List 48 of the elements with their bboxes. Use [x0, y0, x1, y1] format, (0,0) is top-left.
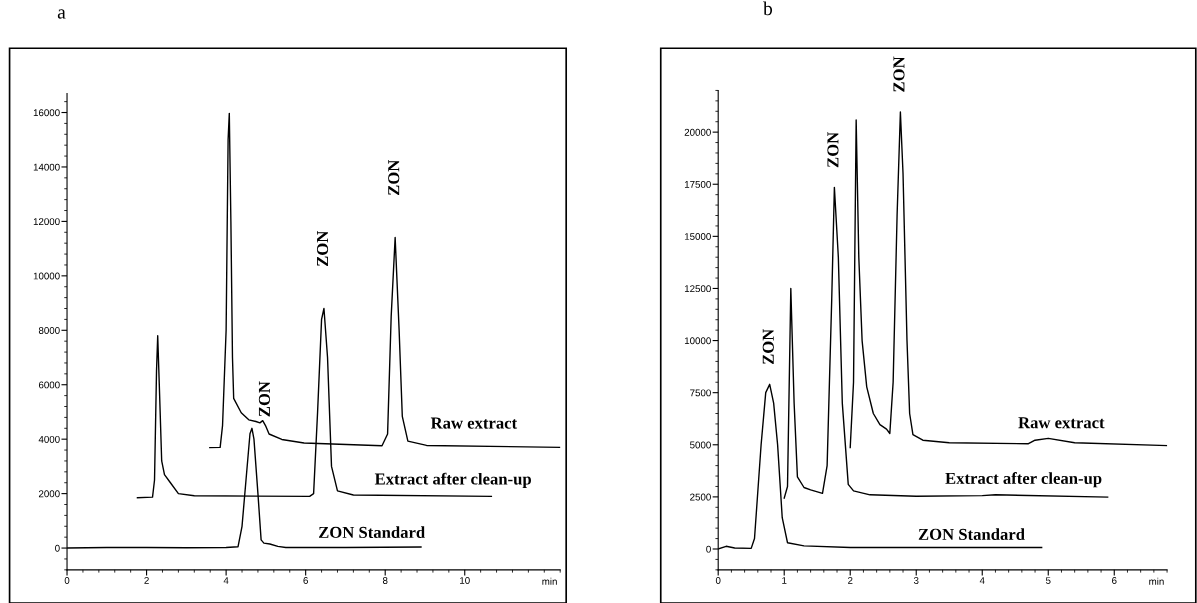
x-tick-label: 0 — [715, 577, 721, 584]
x-tick-label: 8 — [382, 577, 388, 584]
x-tick-label: 0 — [64, 577, 70, 584]
x-tick-label: 5 — [1045, 577, 1051, 584]
y-tick-label: 0 — [706, 545, 711, 553]
y-tick-label: 5000 — [690, 441, 711, 449]
y-tick-label: 7500 — [690, 389, 711, 397]
y-tick-label: 2500 — [690, 493, 711, 501]
y-tick-label: 12500 — [684, 285, 711, 293]
x-tick-label: 3 — [913, 577, 919, 584]
y-tick-label: 16000 — [33, 109, 60, 117]
annotation: ZON — [762, 328, 774, 365]
series-label: ZON Standard — [918, 528, 1025, 540]
chart-title: b — [763, 1, 773, 16]
series-label: Extract after clean-up — [945, 472, 1102, 488]
x-tick-label: 2 — [144, 577, 149, 584]
y-tick-label: 14000 — [33, 163, 60, 171]
y-tick-label: 2000 — [38, 490, 60, 498]
x-tick-label: 6 — [1112, 577, 1117, 584]
x-tick-label: 10 — [460, 577, 470, 584]
chart-title: a — [57, 9, 66, 19]
y-tick-label: 6000 — [38, 381, 60, 389]
x-tick-label: 6 — [303, 577, 308, 584]
annotation: ZON — [893, 56, 905, 92]
y-tick-label: 10000 — [684, 337, 711, 345]
series-label: Raw extract — [430, 417, 518, 429]
y-tick-label: 12000 — [33, 218, 60, 226]
annotation: ZON — [388, 159, 400, 195]
annotation: ZON — [258, 381, 271, 417]
y-tick-label: 10000 — [33, 272, 60, 280]
x-tick-label: 4 — [223, 577, 229, 584]
series-label: Raw extract — [1018, 417, 1105, 429]
y-tick-label: 0 — [55, 544, 60, 552]
y-tick-label: 8000 — [38, 327, 60, 334]
y-tick-label: 15000 — [684, 233, 711, 240]
x-axis-title: min — [1149, 577, 1164, 585]
series-label: Extract after clean-up — [374, 472, 531, 488]
x-tick-label: 2 — [848, 577, 853, 584]
x-tick-label: 1 — [782, 577, 787, 584]
y-tick-label: 20000 — [684, 128, 711, 136]
x-tick-label: 4 — [979, 577, 985, 584]
series-label: ZON Standard — [318, 526, 425, 539]
x-axis-title: min — [542, 577, 557, 585]
y-tick-label: 4000 — [38, 435, 60, 443]
annotation: ZON — [827, 132, 839, 168]
line-series — [849, 111, 1168, 449]
y-tick-label: 17500 — [684, 180, 711, 188]
annotation: ZON — [316, 230, 329, 267]
